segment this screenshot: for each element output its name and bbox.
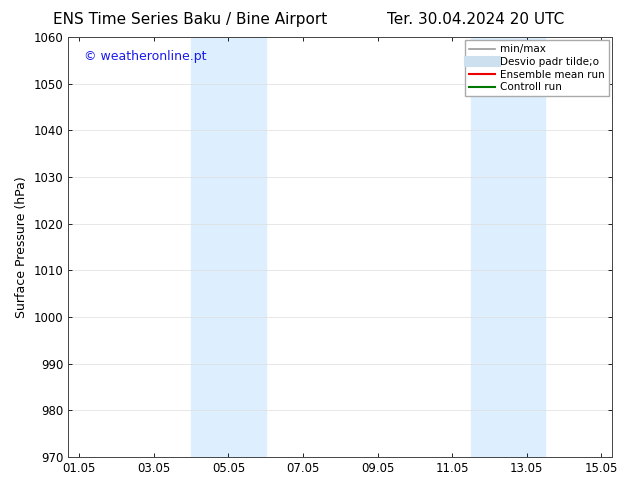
Text: ENS Time Series Baku / Bine Airport: ENS Time Series Baku / Bine Airport xyxy=(53,12,327,27)
Y-axis label: Surface Pressure (hPa): Surface Pressure (hPa) xyxy=(15,176,28,318)
Text: Ter. 30.04.2024 20 UTC: Ter. 30.04.2024 20 UTC xyxy=(387,12,564,27)
Bar xyxy=(471,37,545,457)
Bar xyxy=(191,37,266,457)
Text: © weatheronline.pt: © weatheronline.pt xyxy=(84,50,207,63)
Legend: min/max, Desvio padr tilde;o, Ensemble mean run, Controll run: min/max, Desvio padr tilde;o, Ensemble m… xyxy=(465,40,609,97)
